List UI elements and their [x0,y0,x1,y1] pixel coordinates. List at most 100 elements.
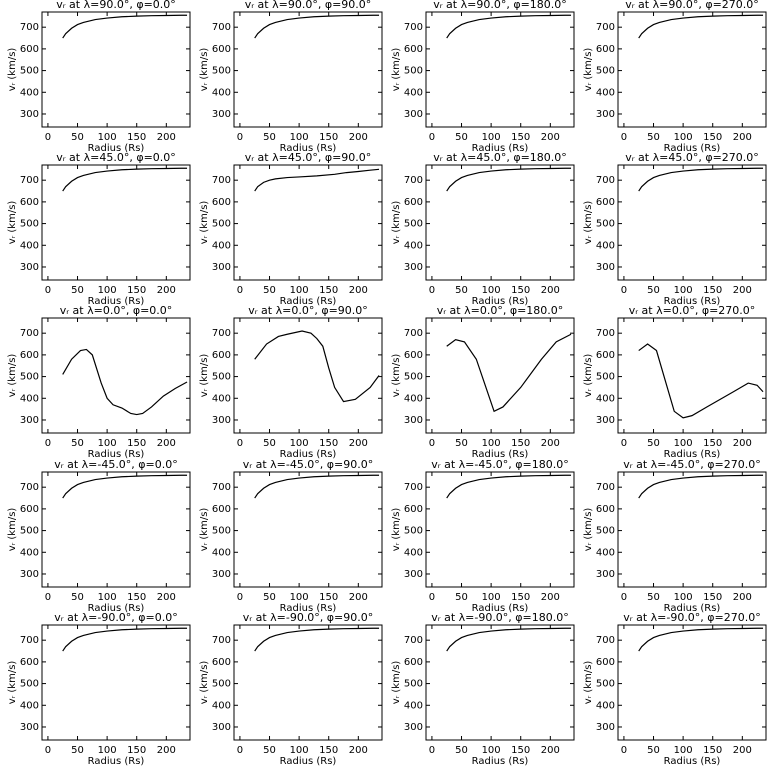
x-tick-label: 50 [647,592,660,603]
y-tick-label: 700 [212,482,231,493]
data-line [446,14,572,39]
y-tick-label: 600 [212,350,231,361]
y-tick-label: 600 [20,504,39,515]
y-tick-label: 400 [20,240,39,251]
y-tick-label: 500 [20,526,39,537]
x-tick-label: 200 [157,285,176,296]
y-tick-label: 500 [212,526,231,537]
y-tick-label: 400 [212,240,231,251]
panel-title: vᵣ at λ=-45.0°, φ=90.0° [243,458,374,471]
y-tick-label: 700 [212,328,231,339]
y-axis-label: vᵣ (km/s) [391,661,402,705]
x-tick-label: 150 [127,285,146,296]
y-tick-label: 300 [596,262,615,273]
panel: vᵣ at λ=0.0°, φ=90.0° 0 50 100 150 200 300 400 5… [199,304,383,460]
x-tick-label: 100 [98,745,117,756]
x-tick-label: 0 [45,285,51,296]
panel: vᵣ at λ=0.0°, φ=270.0° 0 50 100 150 200 300 400… [583,304,767,460]
y-tick-label: 700 [404,635,423,646]
panel: vᵣ at λ=-90.0°, φ=270.0° 0 50 100 150 200 300 4… [583,611,767,767]
x-axis-label: Radius (Rs) [88,296,145,307]
y-tick-label: 300 [20,262,39,273]
panel-title: vᵣ at λ=-45.0°, φ=0.0° [54,458,178,471]
x-tick-label: 200 [157,132,176,143]
y-tick-label: 400 [404,240,423,251]
y-tick-label: 600 [404,504,423,515]
y-axis-label: vᵣ (km/s) [391,201,402,245]
x-tick-label: 50 [263,592,276,603]
y-tick-label: 600 [596,44,615,55]
x-axis-label: Radius (Rs) [664,756,721,767]
x-tick-label: 0 [429,592,435,603]
y-tick-label: 600 [20,197,39,208]
x-tick-label: 100 [482,438,501,449]
y-tick-label: 700 [404,175,423,186]
y-axis-label: vᵣ (km/s) [583,48,594,92]
panel: vᵣ at λ=90.0°, φ=0.0° 0 50 100 150 200 300 400 5… [7,0,191,154]
y-tick-label: 400 [404,547,423,558]
x-tick-label: 0 [429,285,435,296]
plot-frame [425,317,575,434]
y-tick-label: 600 [20,44,39,55]
y-axis-label: vᵣ (km/s) [583,661,594,705]
data-line [62,627,188,652]
y-tick-label: 700 [404,482,423,493]
y-tick-label: 600 [404,197,423,208]
x-tick-label: 50 [647,745,660,756]
y-tick-label: 500 [404,372,423,383]
x-axis-label: Radius (Rs) [280,603,337,614]
x-tick-label: 100 [482,745,501,756]
data-line [638,627,764,652]
panel: vᵣ at λ=90.0°, φ=180.0° 0 50 100 150 200 300 40… [391,0,575,154]
y-tick-label: 700 [212,175,231,186]
x-axis-label: Radius (Rs) [88,449,145,460]
data-line [638,14,764,39]
y-axis-label: vᵣ (km/s) [7,661,18,705]
y-tick-label: 300 [596,569,615,580]
x-tick-label: 100 [98,285,117,296]
x-tick-label: 50 [263,132,276,143]
x-tick-label: 150 [511,285,530,296]
x-axis-label: Radius (Rs) [280,756,337,767]
plot-frame [41,471,191,588]
x-tick-label: 0 [45,438,51,449]
x-tick-label: 0 [429,132,435,143]
plot-frame [41,624,191,741]
x-tick-label: 150 [511,438,530,449]
y-tick-label: 600 [212,197,231,208]
y-axis-label: vᵣ (km/s) [199,48,210,92]
panel-title: vᵣ at λ=-90.0°, φ=270.0° [623,611,761,624]
panel: vᵣ at λ=0.0°, φ=0.0° 0 50 100 150 200 300 400 50… [7,304,191,460]
y-tick-label: 700 [596,482,615,493]
x-tick-label: 150 [319,285,338,296]
x-axis-label: Radius (Rs) [472,449,529,460]
panel: vᵣ at λ=45.0°, φ=90.0° 0 50 100 150 200 300 400… [199,151,383,307]
x-tick-label: 150 [511,745,530,756]
y-tick-label: 400 [212,547,231,558]
y-tick-label: 700 [596,175,615,186]
x-tick-label: 0 [621,592,627,603]
y-tick-label: 400 [404,700,423,711]
panel: vᵣ at λ=-45.0°, φ=270.0° 0 50 100 150 200 300 4… [583,458,767,614]
y-tick-label: 600 [404,657,423,668]
y-tick-label: 500 [404,679,423,690]
y-tick-label: 500 [212,66,231,77]
x-axis-label: Radius (Rs) [88,756,145,767]
plot-frame [617,317,767,434]
y-tick-label: 300 [212,569,231,580]
panel-title: vᵣ at λ=45.0°, φ=0.0° [56,151,176,164]
y-axis-label: vᵣ (km/s) [199,508,210,552]
y-axis-label: vᵣ (km/s) [391,508,402,552]
y-tick-label: 500 [596,66,615,77]
x-tick-label: 100 [290,745,309,756]
data-line [62,14,188,39]
plot-frame [617,624,767,741]
y-tick-label: 500 [20,372,39,383]
y-tick-label: 400 [212,87,231,98]
y-tick-label: 300 [212,262,231,273]
x-tick-label: 50 [71,745,84,756]
x-tick-label: 0 [621,745,627,756]
y-tick-label: 300 [596,722,615,733]
x-tick-label: 50 [263,438,276,449]
x-tick-label: 50 [455,132,468,143]
